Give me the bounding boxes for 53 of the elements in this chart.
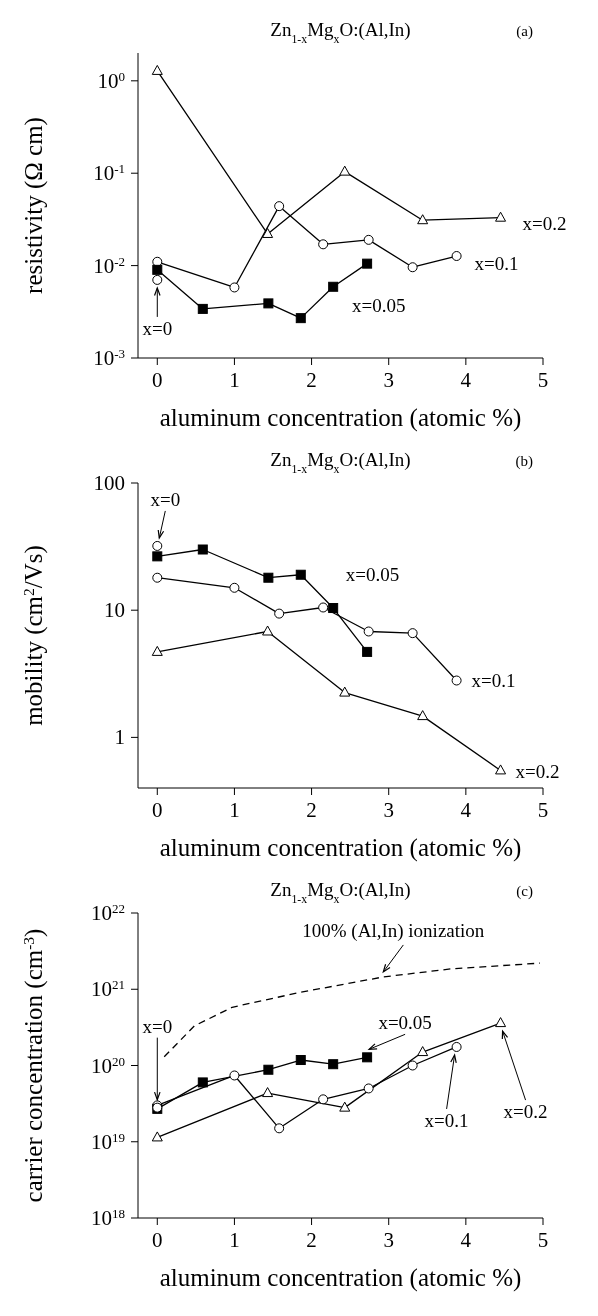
- series-label: x=0.2: [522, 212, 567, 234]
- x-tick-label: 1: [229, 1228, 240, 1252]
- y-tick-label: 10$^{21}$: [90, 976, 125, 1002]
- x-tick-label: 5: [537, 368, 549, 392]
- y-tick-label: 10$^{19}$: [90, 1129, 125, 1154]
- text: x=0.2: [503, 1101, 548, 1123]
- series-label: x=0.1: [474, 253, 519, 275]
- x-tick-label: 3: [383, 368, 394, 392]
- series-label: x=0.1: [471, 669, 516, 691]
- chart-title: Zn$_{1-x}$Mg$_{x}$O:(Al,In): [270, 879, 411, 906]
- y-tick-label: 1: [114, 725, 125, 750]
- text: x=0.1: [424, 1109, 469, 1131]
- x-tick-label: 2: [306, 368, 317, 392]
- x-axis-title: aluminum concentration (atomic %): [159, 1264, 522, 1292]
- annotation: 100% (Al,In) ionization: [302, 919, 485, 942]
- x-tick-label: 1: [229, 798, 240, 822]
- text: (c): [516, 883, 533, 900]
- y-tick-label: 10$^{22}$: [90, 900, 125, 925]
- x-tick-label: 2: [306, 1228, 317, 1252]
- x-axis-title: aluminum concentration (atomic %): [159, 834, 522, 862]
- text: (a): [516, 23, 533, 40]
- chart-title: Zn$_{1-x}$Mg$_{x}$O:(Al,In): [270, 449, 411, 476]
- y-tick-label: 10$^{-1}$: [93, 160, 125, 186]
- x-tick-label: 5: [537, 1228, 549, 1252]
- y-axis-title: resistivity (Ω cm): [20, 117, 48, 294]
- series-label: x=0.2: [515, 761, 560, 783]
- series-label: x=0.05: [378, 1012, 432, 1034]
- legend-label: x=0: [142, 317, 173, 339]
- y-tick-label: 10$^{20}$: [90, 1053, 126, 1078]
- series-label: x=0.05: [352, 294, 406, 316]
- y-tick-label: 10$^{-2}$: [93, 253, 125, 278]
- text: (b): [515, 453, 533, 470]
- x-axis-title: aluminum concentration (atomic %): [159, 404, 522, 432]
- x-tick-label: 0: [152, 798, 163, 822]
- x-tick-label: 0: [152, 1228, 163, 1252]
- y-tick-label: 10: [104, 598, 125, 623]
- x-tick-label: 2: [306, 798, 317, 822]
- x-tick-label: 1: [229, 368, 240, 392]
- x-tick-label: 3: [383, 1228, 394, 1252]
- x-tick-label: 4: [460, 368, 472, 392]
- x-tick-label: 3: [383, 798, 394, 822]
- chart-title: Zn$_{1-x}$Mg$_{x}$O:(Al,In): [270, 19, 411, 46]
- y-tick-label: 10$^{0}$: [97, 68, 126, 93]
- y-tick-label: 100: [93, 471, 125, 495]
- y-tick-label: 10$^{-3}$: [93, 345, 125, 370]
- x-tick-label: 4: [460, 798, 472, 822]
- y-tick-label: 10$^{18}$: [90, 1205, 126, 1230]
- x-tick-label: 5: [537, 798, 549, 822]
- x-tick-label: 4: [460, 1228, 472, 1252]
- series-label: x=0.05: [345, 563, 400, 585]
- x-tick-label: 0: [152, 368, 163, 392]
- text: x=0: [142, 1015, 173, 1037]
- series-label: x=0: [150, 488, 181, 510]
